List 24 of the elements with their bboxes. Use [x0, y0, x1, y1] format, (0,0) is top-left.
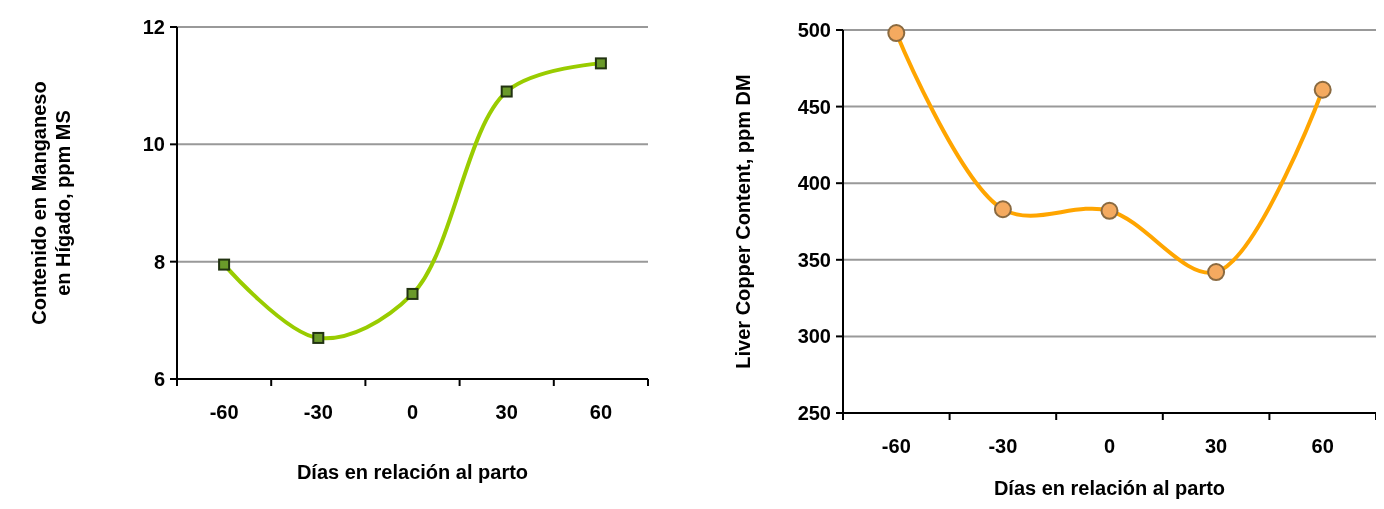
- y-tick-label: 450: [797, 95, 831, 118]
- y-tick-label: 400: [797, 172, 831, 195]
- y-tick-label: 10: [142, 133, 165, 156]
- x-tick-label: -60: [209, 401, 239, 423]
- x-axis-title: Días en relación al parto: [296, 461, 529, 483]
- x-tick-label: -30: [988, 435, 1018, 457]
- y-tick-label: 350: [797, 248, 831, 271]
- x-tick-label: 60: [589, 401, 613, 423]
- y-axis-title: Liver Copper Content, ppm DM: [732, 74, 754, 369]
- y-axis-title: Contenido en Manganeso en Hígado, ppm MS: [28, 81, 74, 325]
- x-tick-label: -30: [303, 401, 333, 423]
- y-tick-label: 250: [797, 402, 831, 424]
- y-tick-label: 6: [153, 368, 165, 390]
- x-tick-label: 0: [1103, 435, 1116, 457]
- y-tick-label: 500: [797, 19, 831, 41]
- y-tick-label: 12: [142, 16, 165, 38]
- y-tick-label: 300: [797, 325, 831, 348]
- x-tick-label: 30: [495, 401, 518, 423]
- x-axis-title: Días en relación al parto: [993, 477, 1226, 499]
- x-tick-label: 30: [1204, 435, 1228, 457]
- y-tick-label: 8: [153, 250, 165, 273]
- x-tick-label: 60: [1311, 435, 1334, 457]
- x-tick-label: 0: [406, 401, 419, 423]
- x-tick-label: -60: [881, 435, 911, 457]
